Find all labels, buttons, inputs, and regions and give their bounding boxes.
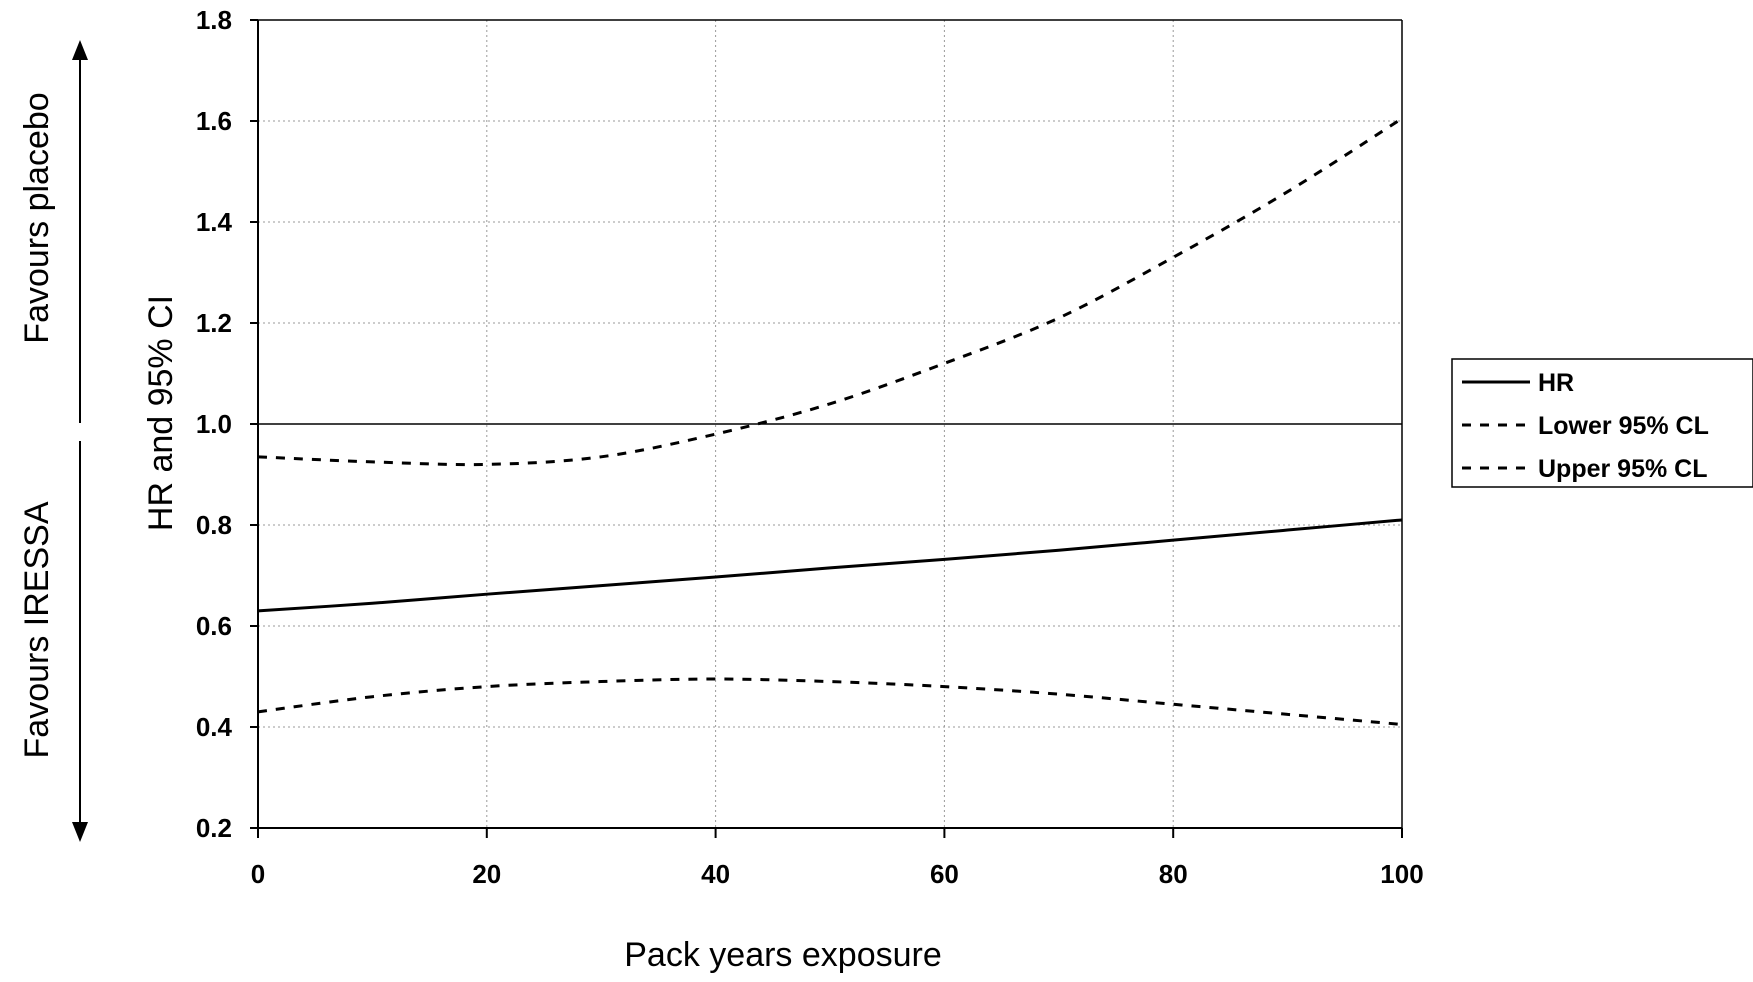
x-tick-label: 100 [1380, 859, 1423, 889]
y-tick-label: 0.8 [196, 510, 232, 540]
x-tick-label: 80 [1159, 859, 1188, 889]
y-tick-labels: 0.2 0.4 0.6 0.8 1.0 1.2 1.4 1.6 1.8 [196, 5, 233, 843]
y-tick-label: 0.4 [196, 712, 233, 742]
y-tick-label: 1.8 [196, 5, 232, 35]
axes [250, 19, 1403, 838]
favours-iressa-label: Favours IRESSA [18, 501, 56, 758]
favours-placebo-label: Favours placebo [18, 92, 56, 343]
y-tick-label: 0.2 [196, 813, 232, 843]
x-tick-label: 40 [701, 859, 730, 889]
legend-label: Lower 95% CL [1538, 412, 1709, 440]
series-line-lower-95-cl [257, 677, 1403, 726]
legend: HR Lower 95% CL Upper 95% CL [1451, 358, 1753, 488]
y-tick-label: 1.6 [196, 106, 232, 136]
legend-label: HR [1538, 369, 1574, 397]
x-tick-label: 0 [251, 859, 265, 889]
x-tick-label: 20 [472, 859, 501, 889]
legend-label: Upper 95% CL [1538, 455, 1707, 483]
legend-box [1451, 358, 1753, 488]
y-axis-title: HR and 95% CI [142, 295, 180, 531]
series-line-hr [257, 518, 1403, 613]
series-line-upper-95-cl [257, 117, 1403, 467]
grid [258, 20, 1402, 828]
y-tick-label: 1.4 [196, 207, 233, 237]
y-tick-label: 0.6 [196, 611, 232, 641]
y-tick-label: 1.0 [196, 409, 232, 439]
y-tick-label: 1.2 [196, 308, 232, 338]
x-axis-title: Pack years exposure [624, 936, 942, 974]
series-lines [257, 117, 1403, 726]
x-tick-labels: 0 20 40 60 80 100 [251, 859, 1424, 889]
x-tick-label: 60 [930, 859, 959, 889]
